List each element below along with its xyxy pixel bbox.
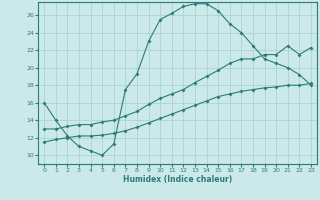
X-axis label: Humidex (Indice chaleur): Humidex (Indice chaleur) xyxy=(123,175,232,184)
